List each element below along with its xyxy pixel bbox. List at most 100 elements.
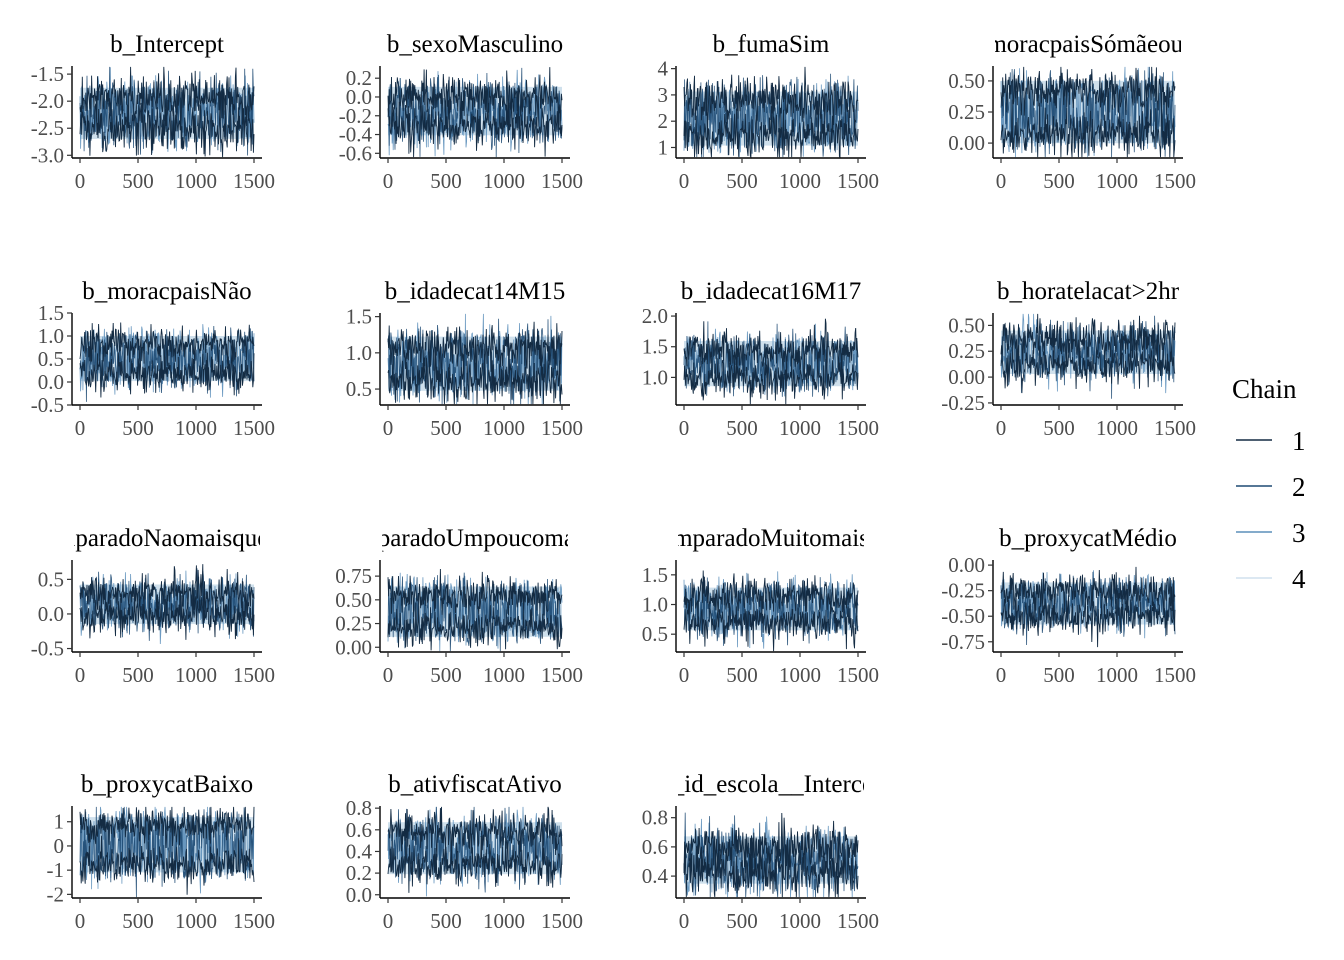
panel-title: b_moracpaisSómãeoupai	[962, 31, 1213, 58]
trace-panel: b_proxycatMédio -0.75-0.50-0.250.00 0 500 10…	[941, 525, 1196, 687]
x-tick-label: 500	[726, 416, 758, 440]
trace-panel: b_moracpaisNão -0.50.00.51.01.5 0 500 1000 15…	[31, 278, 275, 440]
chain-trace-line	[387, 806, 563, 893]
trace-panel: sd_id_escola__Intercept 0.4 0.6 0.8 0 500 1000…	[642, 771, 879, 933]
x-tick-label: 500	[430, 169, 462, 193]
x-tick-label: 0	[75, 909, 86, 933]
x-tick-label: 1000	[175, 169, 217, 193]
y-tick-label: -0.50	[941, 604, 985, 628]
x-tick-label: 500	[726, 169, 758, 193]
y-tick-label: 0.8	[642, 806, 668, 830]
x-tick-label: 500	[122, 663, 154, 687]
y-tick-label: -0.6	[339, 141, 372, 165]
y-tick-label: 4	[658, 57, 669, 81]
x-tick-label: 1000	[779, 663, 821, 687]
y-tick-label: 0.00	[948, 131, 985, 155]
x-tick-label: 1500	[541, 169, 583, 193]
x-tick-label: 1000	[483, 663, 525, 687]
panel-title: b_proxycatBaixo	[81, 771, 253, 798]
chain-trace-line	[683, 570, 859, 621]
chain-trace-line	[79, 102, 255, 158]
x-tick-label: 500	[430, 416, 462, 440]
trace-panel: b_sexoMasculino -0.6-0.4-0.20.00.2 0 500 100…	[339, 31, 583, 193]
chain-trace-line	[1000, 66, 1176, 121]
x-tick-label: 500	[726, 909, 758, 933]
y-tick-label: -0.25	[941, 579, 985, 603]
chain-trace-line	[387, 67, 563, 127]
panel-title: b_proxycatMédio	[999, 525, 1177, 552]
panel-title: b_amparadoUmpoucomaisque	[322, 525, 627, 552]
panel-title: b_horatelacat>2hr	[997, 278, 1180, 305]
y-tick-label: 0.0	[346, 85, 372, 109]
x-tick-label: 500	[1043, 169, 1075, 193]
y-tick-label: -2.0	[31, 89, 64, 113]
chain-trace-line	[79, 322, 255, 374]
y-tick-label: -0.75	[941, 630, 985, 654]
x-tick-label: 1000	[1096, 663, 1138, 687]
legend-label: 3	[1292, 518, 1306, 548]
y-tick-label: 0.5	[38, 567, 64, 591]
chain-trace-line	[1000, 313, 1176, 369]
y-tick-label: 1.5	[642, 335, 668, 359]
x-tick-label: 1000	[483, 416, 525, 440]
panel-title: b_idadecat16M17	[681, 278, 862, 305]
x-tick-label: 1000	[779, 416, 821, 440]
y-tick-label: -1	[47, 858, 65, 882]
y-tick-label: 0.50	[948, 69, 985, 93]
y-tick-label: -2.5	[31, 116, 64, 140]
x-tick-label: 500	[122, 909, 154, 933]
x-tick-label: 1500	[233, 416, 275, 440]
x-tick-label: 500	[430, 909, 462, 933]
y-tick-label: 0.5	[346, 377, 372, 401]
panel-title: b_amparadoMuitomaisque	[637, 525, 905, 552]
y-tick-label: 0.5	[38, 347, 64, 371]
y-tick-label: 1.5	[642, 563, 668, 587]
x-tick-label: 1500	[1154, 663, 1196, 687]
x-tick-label: 1500	[837, 909, 879, 933]
trace-panel: b_amparadoNaomaisqueduas -0.5 0.0 0.5 0 500 10…	[20, 525, 314, 687]
y-tick-label: 0.00	[948, 553, 985, 577]
trace-panel: b_horatelacat>2hr -0.250.000.250.50 0 500 10…	[941, 278, 1196, 440]
y-tick-label: -0.2	[339, 104, 372, 128]
y-tick-label: 0.50	[948, 313, 985, 337]
legend-label: 2	[1292, 472, 1306, 502]
x-tick-label: 1500	[1154, 169, 1196, 193]
chain-trace-line	[683, 106, 859, 159]
y-tick-label: 3	[658, 83, 669, 107]
x-tick-label: 0	[383, 416, 394, 440]
panel-title: b_amparadoNaomaisqueduas	[20, 525, 314, 552]
x-tick-label: 1000	[1096, 416, 1138, 440]
x-tick-label: 1000	[1096, 169, 1138, 193]
chain-trace-line	[683, 348, 859, 405]
x-tick-label: 0	[383, 909, 394, 933]
chain-trace-line	[683, 66, 859, 148]
x-tick-label: 0	[996, 169, 1007, 193]
legend: Chain 1 2 3 4	[1232, 374, 1306, 594]
y-tick-label: 1.0	[642, 593, 668, 617]
chain-trace-line	[387, 321, 563, 378]
y-tick-label: -1.5	[31, 62, 64, 86]
panel-title: b_idadecat14M15	[385, 278, 566, 305]
chain-trace-line	[683, 812, 859, 898]
chain-trace-line	[79, 564, 255, 622]
x-tick-label: 0	[679, 909, 690, 933]
x-tick-label: 0	[996, 416, 1007, 440]
x-tick-label: 0	[75, 169, 86, 193]
x-tick-label: 0	[679, 663, 690, 687]
x-tick-label: 1000	[483, 169, 525, 193]
x-tick-label: 1500	[541, 416, 583, 440]
y-tick-label: 0.75	[335, 564, 372, 588]
panel-title: b_Intercept	[110, 31, 224, 58]
panel-title: b_moracpaisNão	[82, 278, 251, 305]
chain-trace-line	[79, 66, 255, 129]
y-tick-label: 0.2	[346, 66, 372, 90]
chain-trace-line	[1000, 315, 1176, 399]
y-tick-label: 0.25	[948, 100, 985, 124]
x-tick-label: 1500	[541, 663, 583, 687]
x-tick-label: 1500	[541, 909, 583, 933]
chain-trace-line	[79, 835, 255, 895]
y-tick-label: 0.00	[948, 365, 985, 389]
chain-trace-line	[683, 318, 859, 375]
y-tick-label: -0.5	[31, 637, 64, 661]
